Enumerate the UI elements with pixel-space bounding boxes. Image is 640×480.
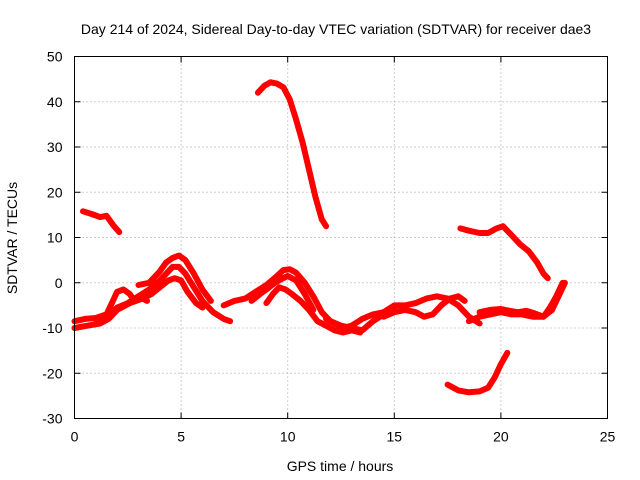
grid xyxy=(74,56,608,419)
x-axis-label: GPS time / hours xyxy=(287,458,394,474)
series-arc-l xyxy=(323,293,483,331)
series-arc-h xyxy=(71,286,150,325)
y-axis-label: SDTVAR / TECUs xyxy=(4,182,20,294)
x-tick-label: 15 xyxy=(387,429,403,445)
series-arc-g xyxy=(135,252,214,304)
axis-ticks xyxy=(74,56,608,419)
y-tick-label: 10 xyxy=(47,230,63,246)
series-arc-i xyxy=(220,266,398,334)
series-arc-m xyxy=(380,293,468,320)
y-tick-label: 0 xyxy=(55,275,63,291)
chart-title: Day 214 of 2024, Sidereal Day-to-day VTE… xyxy=(81,21,591,37)
tick-labels: 0 5 10 15 20 25 -30 -20 -10 0 10 20 30 40 50 xyxy=(42,49,615,445)
y-tick-label: 50 xyxy=(47,49,63,65)
series-arc-f xyxy=(92,263,234,327)
series-arc-o xyxy=(476,279,568,320)
x-tick-label: 25 xyxy=(600,429,616,445)
series-layer xyxy=(71,79,568,396)
y-tick-label: 30 xyxy=(47,139,63,155)
x-tick-label: 10 xyxy=(280,429,296,445)
y-tick-label: 20 xyxy=(47,184,63,200)
plot-frame xyxy=(74,56,608,419)
y-tick-label: -20 xyxy=(42,365,62,381)
x-tick-label: 20 xyxy=(493,429,509,445)
x-tick-label: 5 xyxy=(177,429,185,445)
series-arc-j xyxy=(248,273,317,313)
series-arc-c xyxy=(457,223,551,282)
y-tick-label: -10 xyxy=(42,320,62,336)
y-tick-label: -30 xyxy=(42,411,62,427)
series-arc-b xyxy=(254,79,330,230)
series-arc-k xyxy=(263,284,364,336)
x-tick-label: 0 xyxy=(71,429,79,445)
y-tick-label: 40 xyxy=(47,94,63,110)
series-arc-a xyxy=(80,208,123,236)
series-arc-d xyxy=(444,349,511,396)
